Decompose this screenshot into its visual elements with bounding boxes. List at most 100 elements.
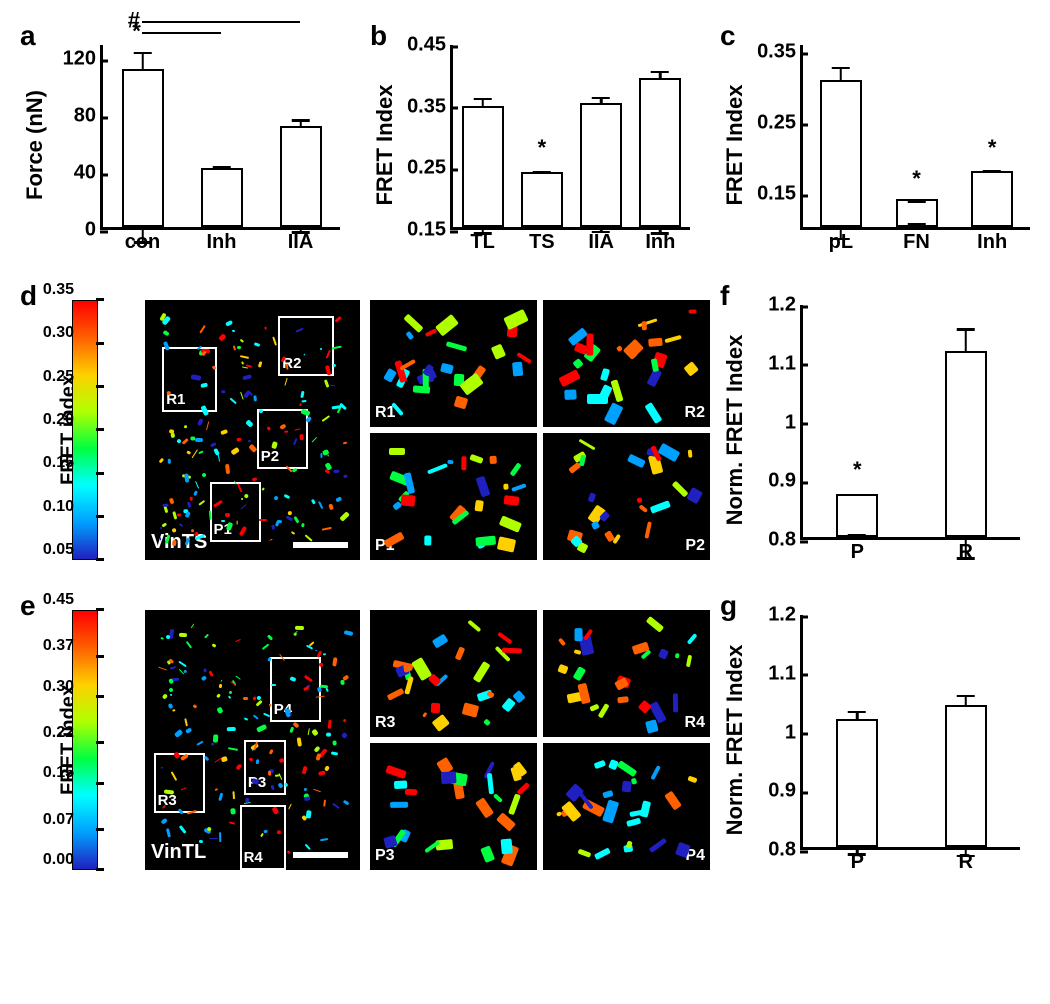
fa-speck xyxy=(503,484,508,490)
fa-speck xyxy=(217,706,224,714)
colorbar-tick: 0.00 xyxy=(96,861,104,879)
panel-e-image: VinTL R3P3P4R4 xyxy=(145,610,360,870)
zoom-panel: R1 xyxy=(370,300,537,427)
fa-speck xyxy=(638,700,652,714)
fa-speck xyxy=(578,439,595,451)
fa-speck xyxy=(475,797,494,819)
fa-speck xyxy=(257,724,268,733)
fa-speck xyxy=(187,502,192,509)
fa-speck xyxy=(257,361,262,368)
fa-speck xyxy=(383,368,397,383)
fa-speck xyxy=(671,481,688,498)
panel-c: c FRET Index 0.150.250.35 pLFN*Inh* xyxy=(720,20,1050,270)
fa-speck xyxy=(602,799,619,823)
panel-g-bars: PR xyxy=(803,615,1020,847)
fa-speck xyxy=(403,314,423,334)
fa-speck xyxy=(432,714,450,732)
fa-speck xyxy=(299,403,302,407)
fa-speck xyxy=(335,496,342,502)
panel-d-image: VinTS R1R2P1P2 xyxy=(145,300,360,560)
fa-speck xyxy=(394,781,408,789)
fa-speck xyxy=(227,727,236,731)
fa-speck xyxy=(158,457,163,462)
panel-d: d FRET index 0.050.100.150.200.250.300.3… xyxy=(20,280,360,580)
roi-box: P1 xyxy=(210,482,261,542)
fa-speck xyxy=(241,361,244,365)
zoom-panel: P4 xyxy=(543,743,710,870)
fa-speck xyxy=(293,515,299,522)
zoom-panel: R3 xyxy=(370,610,537,737)
fa-speck xyxy=(166,634,171,639)
zoom-label: R2 xyxy=(685,404,705,422)
colorbar-tick: 0.20 xyxy=(96,421,104,439)
colorbar-tick: 0.37 xyxy=(96,647,104,665)
fa-speck xyxy=(170,694,173,697)
fa-speck xyxy=(231,447,240,455)
roi-box: R1 xyxy=(162,347,217,412)
fa-speck xyxy=(248,440,251,443)
fa-speck xyxy=(179,632,188,636)
fa-speck xyxy=(195,481,199,489)
fa-speck xyxy=(323,652,326,655)
fa-speck xyxy=(321,528,331,532)
fa-speck xyxy=(475,536,496,547)
fa-speck xyxy=(192,449,198,458)
fa-speck xyxy=(230,808,236,815)
fa-speck xyxy=(190,497,193,501)
fa-speck xyxy=(245,420,253,428)
fa-speck xyxy=(193,704,198,709)
fa-speck xyxy=(319,662,324,667)
fa-speck xyxy=(561,801,581,822)
fa-speck xyxy=(431,703,440,713)
significance-line xyxy=(142,21,300,23)
fa-speck xyxy=(253,395,257,402)
fa-speck xyxy=(269,538,273,541)
fa-speck xyxy=(240,338,244,342)
fa-speck xyxy=(299,434,303,440)
fa-speck xyxy=(229,691,233,694)
fa-speck xyxy=(168,458,171,463)
panel-d-zoom-grid: R1R2P1P2 xyxy=(370,300,710,560)
panel-e-label: e xyxy=(20,590,36,622)
bar: IIA xyxy=(280,126,322,227)
fa-speck xyxy=(512,362,523,376)
zoom-label: R4 xyxy=(685,714,705,732)
fa-speck xyxy=(513,690,526,703)
fa-speck xyxy=(182,438,189,445)
fa-speck xyxy=(461,702,478,717)
fa-speck xyxy=(166,828,171,837)
fa-speck xyxy=(687,487,704,504)
zoom-panel: R2 xyxy=(543,300,710,427)
fa-speck xyxy=(644,521,651,538)
fa-speck xyxy=(454,396,469,410)
fa-speck xyxy=(186,728,193,734)
fa-speck xyxy=(623,339,644,360)
fa-speck xyxy=(317,651,322,659)
ytick: 0.45 xyxy=(407,34,446,57)
fa-speck xyxy=(220,679,222,682)
zoom-panel: P2 xyxy=(543,433,710,560)
fa-speck xyxy=(236,764,243,771)
fa-speck xyxy=(649,838,667,853)
panel-a-chart: conInhIIA *# xyxy=(100,45,340,230)
fa-speck xyxy=(489,456,496,464)
fa-speck xyxy=(218,453,220,461)
fa-speck xyxy=(342,719,346,723)
fa-speck xyxy=(455,647,465,661)
fa-speck xyxy=(226,320,234,327)
fa-speck xyxy=(161,766,163,768)
fa-speck xyxy=(341,732,348,739)
fa-speck xyxy=(242,366,248,368)
fa-speck xyxy=(262,643,269,649)
fa-speck xyxy=(171,528,176,533)
panel-b-chart: TLTS*IIAInh xyxy=(450,45,690,230)
fa-speck xyxy=(475,500,484,512)
bar: R xyxy=(945,351,987,537)
fa-speck xyxy=(199,839,203,842)
fa-speck xyxy=(631,778,637,785)
fa-speck xyxy=(343,475,348,478)
fa-speck xyxy=(564,390,577,400)
fa-speck xyxy=(289,727,294,733)
ytick: 0.35 xyxy=(407,95,446,118)
fa-speck xyxy=(665,790,683,810)
